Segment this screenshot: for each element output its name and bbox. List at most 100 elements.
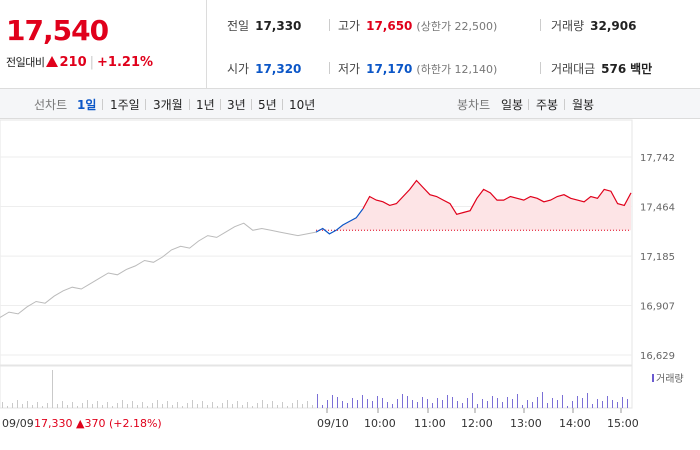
volume-bar [522,405,523,408]
tab-1y[interactable]: 1년 [196,98,215,112]
x-tick-label: 09/10 [317,417,349,430]
chart-tab-bar: 선차트 1일 1주일 3개월 1년 3년 5년 10년 봉차트 일봉 주봉 월봉 [0,89,700,119]
volume-bar [412,400,413,408]
today-price-line [362,179,632,215]
volume-bar [392,404,393,408]
volume-bar [17,400,18,408]
tab-5y[interactable]: 5년 [258,98,277,112]
current-price: 17,540 [6,14,109,47]
volume-frame [0,365,633,409]
volume-bar [617,402,618,408]
volume-bar [227,400,228,408]
volume-bar [407,396,408,408]
volume-bar [12,403,13,408]
divider [145,99,146,110]
volume-bar [137,405,138,408]
volume-bar [132,401,133,408]
stat-open: 시가 17,320 [227,62,302,76]
volume-bar [297,400,298,408]
volume-bar [307,401,308,408]
current-price-box: 17,540 전일대비 210 | +1.21% [0,0,207,88]
volume-bar [92,404,93,408]
change-label: 전일대비 [6,56,45,69]
volume-bar [172,405,173,408]
volume-bar [167,401,168,408]
volume-bar [277,405,278,408]
volume-bar [257,403,258,408]
volume-bar [542,392,543,408]
divider [282,99,283,110]
volume-bar [142,402,143,408]
volume-bar [117,403,118,408]
volume-bar [292,403,293,408]
volume-bar [212,402,213,408]
volume-bar [577,396,578,408]
y-tick-label: 17,742 [640,153,675,164]
volume-bar [607,396,608,408]
volume-bar [42,406,43,408]
quote-panel: 17,540 전일대비 210 | +1.21% 전일 17,330 고가 17,650(… [0,0,700,89]
volume-bar [22,404,23,408]
volume-bar [377,396,378,408]
volume-bar [282,402,283,408]
tab-weekly[interactable]: 주봉 [536,98,559,112]
volume-bar [622,397,623,408]
volume-bar [537,397,538,408]
stat-prev-close: 전일 17,330 [227,19,302,33]
volume-bar [362,395,363,408]
volume-bar [332,395,333,408]
volume-legend: 거래량 [656,373,684,385]
tab-1w[interactable]: 1주일 [110,98,140,112]
volume-bar [122,400,123,408]
tab-1d[interactable]: 1일 [77,98,97,112]
price-change: 전일대비 210 | +1.21% [6,54,153,70]
volume-bar [157,400,158,408]
tab-daily[interactable]: 일봉 [501,98,524,112]
volume-bar [417,402,418,408]
volume-bar [302,404,303,408]
tab-3m[interactable]: 3개월 [153,98,183,112]
volume-bar [422,397,423,408]
volume-bar [372,401,373,408]
volume-bar [77,406,78,408]
volume-bar [507,397,508,408]
volume-bar [597,399,598,408]
volume-bar [587,393,588,408]
volume-bar [267,404,268,408]
volume-bar [547,403,548,408]
volume-bar [82,403,83,408]
volume-bar [262,400,263,408]
volume-bar [47,403,48,408]
tab-10y[interactable]: 10년 [289,98,316,112]
divider [329,19,330,31]
y-tick-label: 16,907 [640,302,675,313]
volume-bar [317,394,318,408]
candle-chart-label: 봉차트 [457,98,491,112]
volume-bar [7,406,8,408]
volume-bar [177,402,178,408]
volume-bar [472,393,473,408]
volume-bar [492,396,493,408]
divider [540,19,541,31]
x-tick-label: 10:00 [364,417,396,430]
volume-bar [102,405,103,408]
divider [220,99,221,110]
x-tick-label: 14:00 [559,417,591,430]
tab-3y[interactable]: 3년 [227,98,246,112]
volume-bar [237,401,238,408]
volume-bar [252,406,253,408]
volume-bar [242,405,243,408]
tab-monthly[interactable]: 월봉 [572,98,595,112]
volume-bar [162,404,163,408]
stat-volume: 거래량 32,906 [551,19,637,33]
x-tick-label: 11:00 [414,417,446,430]
volume-bar [192,400,193,408]
line-chart-label: 선차트 [34,98,68,112]
volume-bar [347,403,348,408]
volume-bar [147,406,148,408]
volume-bar [32,405,33,408]
volume-bar [197,404,198,408]
volume-bar [552,398,553,408]
volume-bar [497,398,498,408]
